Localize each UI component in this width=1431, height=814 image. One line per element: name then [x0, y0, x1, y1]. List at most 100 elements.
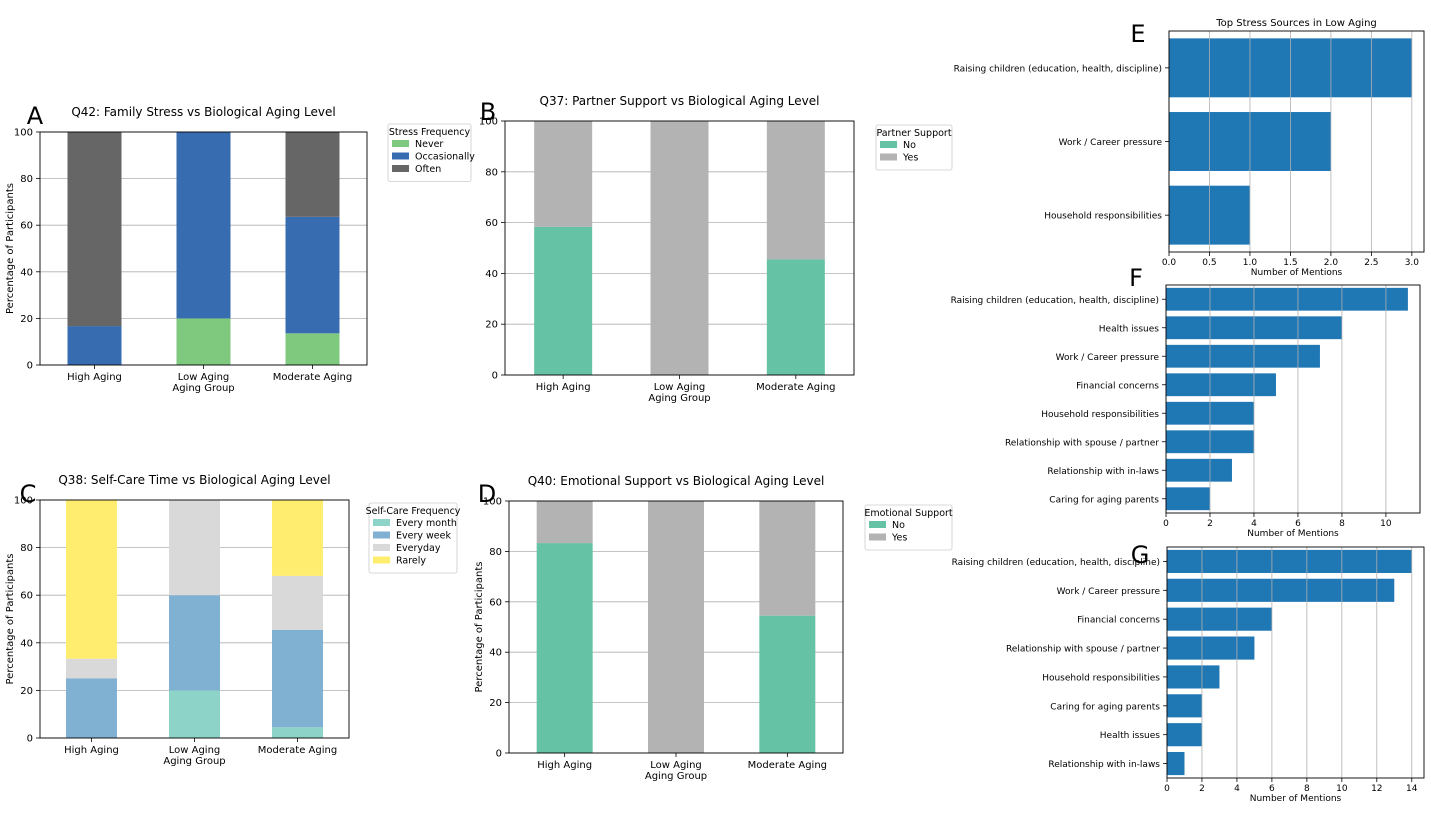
x-tick-label: 6	[1269, 784, 1275, 794]
y-tick-label: 20	[485, 320, 498, 331]
plot-frame	[1166, 546, 1425, 779]
x-tick-label-low-aging: Low Aging	[169, 745, 221, 756]
x-tick-label: 0	[1163, 519, 1169, 529]
chart-title: Q38: Self-Care Time vs Biological Aging …	[58, 473, 330, 487]
bar-raising-children-education-health-discipline	[1166, 287, 1408, 311]
bar-low-aging-yes	[650, 121, 709, 375]
x-axis-label: Number of Mentions	[1247, 529, 1339, 539]
x-tick-label-moderate-aging: Moderate Aging	[756, 382, 835, 393]
panel-letter: F	[1129, 264, 1143, 292]
legend-label-never: Never	[415, 139, 443, 150]
bar-moderate-aging-yes	[759, 501, 816, 616]
bar-low-aging-every-week	[169, 595, 220, 691]
legend-swatch-never	[392, 140, 409, 147]
bar-relationship-with-spouse-partner	[1167, 636, 1255, 660]
x-tick-label: 3.0	[1405, 258, 1420, 268]
x-tick-label: 2	[1207, 519, 1213, 529]
y-tick-label: 60	[485, 218, 498, 229]
bar-raising-children-education-health-discipline	[1167, 549, 1412, 573]
chart-title: Q42: Family Stress vs Biological Aging L…	[71, 105, 335, 119]
x-axis-label: Aging Group	[648, 393, 710, 404]
y-tick-label: 80	[20, 174, 33, 185]
panel-letter: D	[478, 480, 496, 508]
bar-moderate-aging-no	[766, 259, 825, 375]
bar-moderate-aging-never	[285, 333, 340, 365]
y-tick-label: 100	[483, 497, 502, 508]
bar-caring-for-aging-parents	[1167, 694, 1202, 718]
legend-label-no: No	[892, 520, 905, 531]
y-tick-label-household-responsibilities: Household responsibilities	[1041, 410, 1159, 420]
x-tick-label: 14	[1406, 784, 1418, 794]
x-tick-label: 0.0	[1162, 258, 1177, 268]
x-tick-label-high-aging: High Aging	[67, 372, 122, 383]
x-tick-label: 8	[1339, 519, 1345, 529]
bar-health-issues	[1167, 723, 1202, 747]
x-tick-label-low-aging: Low Aging	[654, 382, 706, 393]
y-tick-label-health-issues: Health issues	[1100, 731, 1161, 741]
y-axis-label: Percentage of Participants	[474, 562, 485, 693]
y-tick-label-relationship-with-spouse-partner: Relationship with spouse / partner	[1005, 438, 1159, 448]
bar-high-aging-rarely	[66, 500, 117, 659]
x-tick-label: 8	[1304, 784, 1310, 794]
bar-moderate-aging-everyday	[272, 575, 323, 630]
legend-frame	[864, 504, 953, 551]
x-axis-label: Aging Group	[645, 771, 707, 782]
x-axis-label: Aging Group	[163, 756, 225, 767]
y-axis-label: Percentage of Participants	[5, 554, 16, 685]
bar-low-aging-never	[176, 318, 231, 365]
y-tick-label-relationship-with-in-laws: Relationship with in-laws	[1047, 467, 1159, 477]
x-tick-label: 12	[1371, 784, 1382, 794]
plot-frame	[1165, 284, 1421, 514]
y-tick-label-relationship-with-in-laws: Relationship with in-laws	[1048, 760, 1160, 770]
x-tick-label: 2	[1199, 784, 1205, 794]
panel-letter: A	[27, 102, 44, 130]
legend-label-occasionally: Occasionally	[415, 152, 475, 163]
x-tick-label: 0	[1164, 784, 1170, 794]
x-tick-label-moderate-aging: Moderate Aging	[273, 372, 352, 383]
chart-title: Top Stress Sources in Low Aging	[1215, 18, 1377, 29]
bar-high-aging-everyday	[66, 658, 117, 679]
y-tick-label-raising-children-education-health-discipline: Raising children (education, health, dis…	[954, 64, 1162, 74]
y-tick-label: 20	[20, 314, 33, 325]
y-tick-label-caring-for-aging-parents: Caring for aging parents	[1049, 495, 1159, 505]
legend-label-rarely: Rarely	[396, 556, 426, 567]
y-tick-label-work-career-pressure: Work / Career pressure	[1057, 587, 1161, 597]
bar-moderate-aging-yes	[766, 121, 825, 260]
y-axis-label: Percentage of Participants	[5, 183, 16, 314]
y-tick-label: 80	[20, 543, 33, 554]
x-tick-label: 10	[1380, 519, 1392, 529]
panel-letter: B	[480, 98, 496, 126]
legend-label-no: No	[903, 140, 916, 151]
legend-swatch-yes	[880, 153, 897, 161]
bar-moderate-aging-occasionally	[285, 216, 340, 334]
x-tick-label: 2.0	[1324, 258, 1339, 268]
bar-work-career-pressure	[1167, 578, 1395, 602]
y-tick-label: 60	[20, 591, 33, 602]
bar-high-aging-occasionally	[67, 326, 122, 365]
legend-title: Emotional Support	[864, 508, 953, 519]
legend-label-yes: Yes	[902, 153, 918, 164]
x-tick-label-moderate-aging: Moderate Aging	[258, 745, 337, 756]
bar-low-aging-occasionally	[176, 132, 231, 319]
y-tick-label: 20	[20, 686, 33, 697]
bar-moderate-aging-often	[285, 132, 340, 217]
bar-work-career-pressure	[1166, 344, 1320, 368]
x-axis-label: Aging Group	[172, 383, 234, 394]
panel-letter: E	[1130, 20, 1145, 48]
y-tick-label-financial-concerns: Financial concerns	[1077, 616, 1160, 626]
x-tick-label-low-aging: Low Aging	[650, 760, 702, 771]
x-tick-label-high-aging: High Aging	[536, 382, 591, 393]
x-axis-label: Number of Mentions	[1250, 794, 1342, 804]
bar-low-aging-every-month	[169, 690, 220, 738]
bar-financial-concerns	[1166, 373, 1276, 397]
legend-label-often: Often	[415, 164, 441, 175]
y-tick-label-raising-children-education-health-discipline: Raising children (education, health, dis…	[952, 558, 1160, 568]
y-tick-label: 80	[489, 547, 502, 558]
chart-panel-f: F Raising children (education, health, di…	[951, 264, 1421, 539]
y-tick-label: 60	[489, 597, 502, 608]
x-tick-label: 2.5	[1364, 258, 1378, 268]
